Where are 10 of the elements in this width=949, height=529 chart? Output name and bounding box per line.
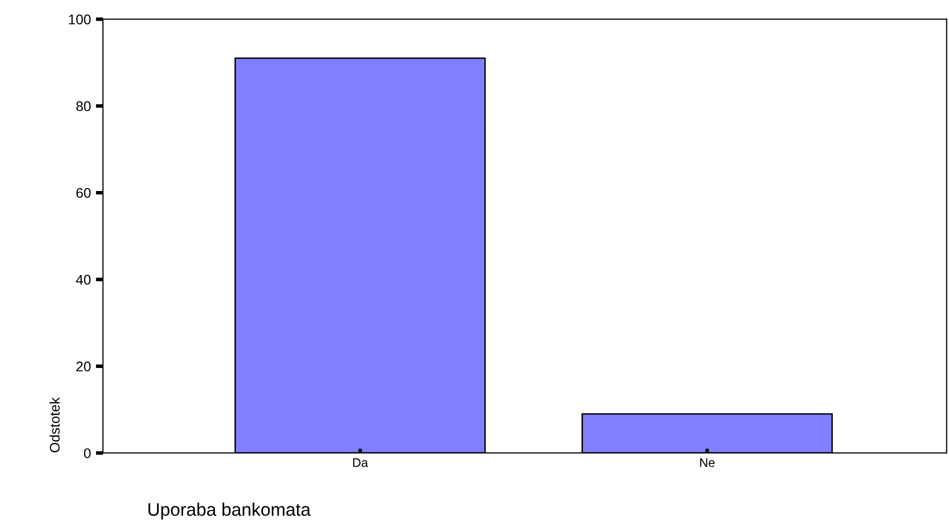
y-tick-label: 100 <box>69 14 91 24</box>
x-tick-label: Ne <box>700 458 715 468</box>
y-tick-label: 80 <box>76 101 91 112</box>
y-tick-label: 60 <box>76 188 91 198</box>
y-axis-title: Odstotek <box>49 397 60 452</box>
x-tick-label: Da <box>353 458 368 468</box>
y-tick-label: 0 <box>84 448 91 458</box>
y-tick-label: 40 <box>76 274 91 285</box>
x-axis-title: Uporaba bankomata <box>148 502 311 520</box>
y-tick-label: 20 <box>76 362 91 372</box>
